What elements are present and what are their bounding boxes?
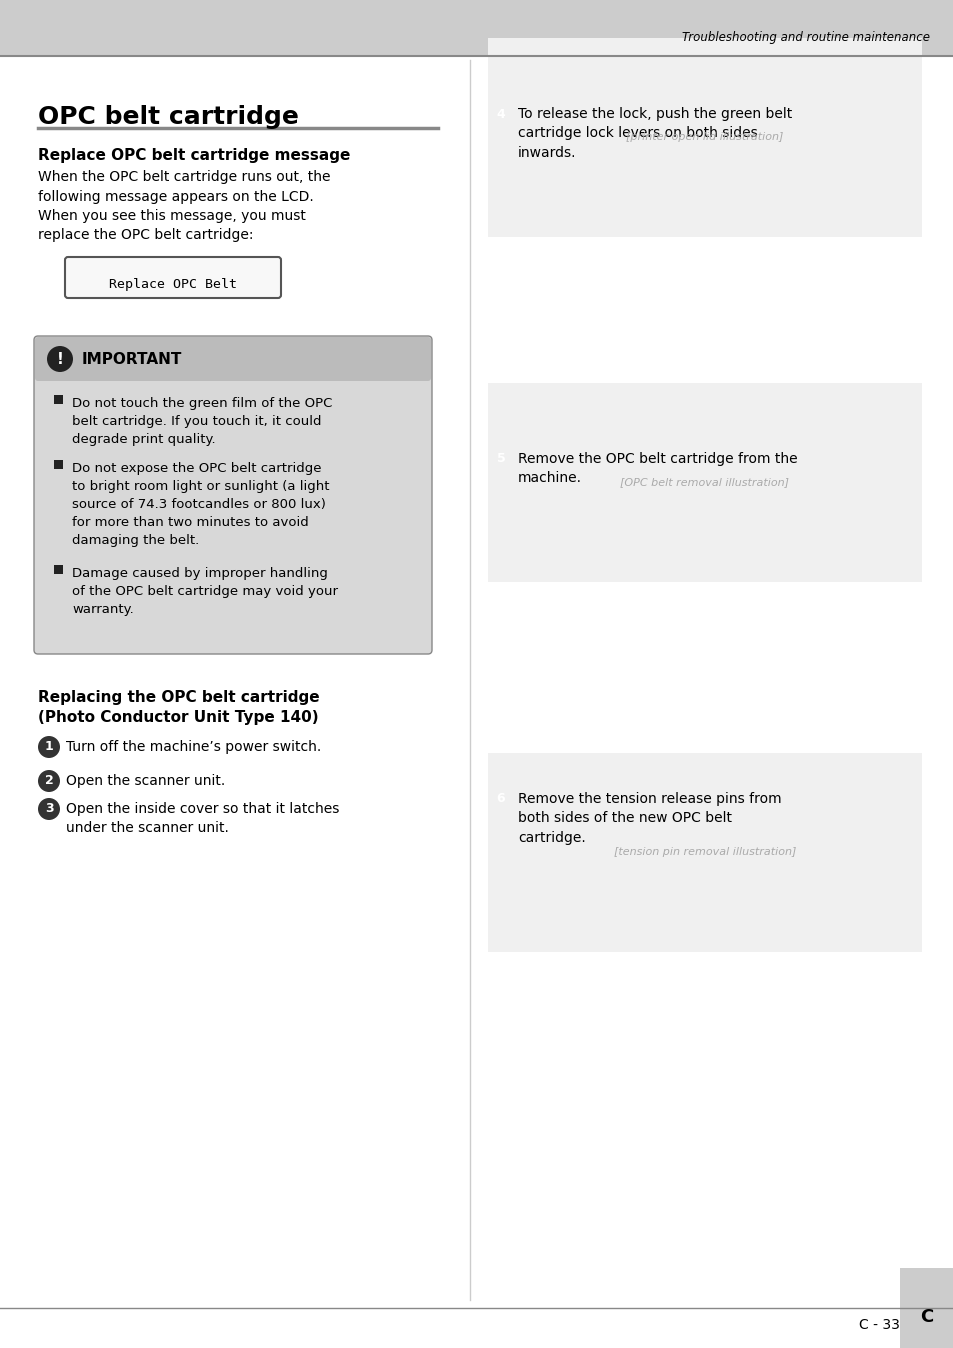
Text: C - 33: C - 33 <box>859 1318 899 1332</box>
Circle shape <box>47 346 73 372</box>
FancyBboxPatch shape <box>488 754 921 952</box>
Text: When the OPC belt cartridge runs out, the
following message appears on the LCD.
: When the OPC belt cartridge runs out, th… <box>38 170 330 243</box>
Text: [OPC belt removal illustration]: [OPC belt removal illustration] <box>619 477 789 487</box>
Text: Do not touch the green film of the OPC
belt cartridge. If you touch it, it could: Do not touch the green film of the OPC b… <box>71 398 332 446</box>
Circle shape <box>490 448 512 470</box>
Circle shape <box>38 798 60 820</box>
Bar <box>54 565 63 574</box>
Bar <box>54 460 63 469</box>
Text: 2: 2 <box>45 775 53 787</box>
Text: 4: 4 <box>497 108 505 120</box>
Circle shape <box>490 789 512 810</box>
Circle shape <box>38 770 60 793</box>
Text: Open the inside cover so that it latches
under the scanner unit.: Open the inside cover so that it latches… <box>66 802 339 836</box>
FancyBboxPatch shape <box>34 336 432 654</box>
Text: Replace OPC belt cartridge message: Replace OPC belt cartridge message <box>38 148 350 163</box>
Text: 3: 3 <box>45 802 53 816</box>
Text: [tension pin removal illustration]: [tension pin removal illustration] <box>613 847 796 857</box>
Text: Replacing the OPC belt cartridge
(Photo Conductor Unit Type 140): Replacing the OPC belt cartridge (Photo … <box>38 690 319 725</box>
Text: [printer open lid illustration]: [printer open lid illustration] <box>626 132 782 142</box>
Text: Turn off the machine’s power switch.: Turn off the machine’s power switch. <box>66 740 321 754</box>
Text: 5: 5 <box>497 453 505 465</box>
FancyBboxPatch shape <box>899 1268 953 1348</box>
Text: IMPORTANT: IMPORTANT <box>82 352 182 367</box>
Circle shape <box>490 102 512 125</box>
FancyBboxPatch shape <box>65 257 281 298</box>
Text: To release the lock, push the green belt
cartridge lock levers on both sides
inw: To release the lock, push the green belt… <box>517 106 791 160</box>
Text: Remove the OPC belt cartridge from the
machine.: Remove the OPC belt cartridge from the m… <box>517 452 797 485</box>
Text: Troubleshooting and routine maintenance: Troubleshooting and routine maintenance <box>681 31 929 43</box>
Text: Remove the tension release pins from
both sides of the new OPC belt
cartridge.: Remove the tension release pins from bot… <box>517 793 781 845</box>
Text: Do not expose the OPC belt cartridge
to bright room light or sunlight (a light
s: Do not expose the OPC belt cartridge to … <box>71 462 329 547</box>
FancyBboxPatch shape <box>488 383 921 582</box>
Text: Open the scanner unit.: Open the scanner unit. <box>66 774 225 789</box>
Text: OPC belt cartridge: OPC belt cartridge <box>38 105 298 129</box>
Text: 1: 1 <box>45 740 53 754</box>
FancyBboxPatch shape <box>488 38 921 237</box>
FancyBboxPatch shape <box>0 0 953 55</box>
FancyBboxPatch shape <box>35 337 431 381</box>
Text: C: C <box>920 1308 933 1326</box>
Text: 6: 6 <box>497 793 505 806</box>
Text: !: ! <box>56 352 63 367</box>
Text: Damage caused by improper handling
of the OPC belt cartridge may void your
warra: Damage caused by improper handling of th… <box>71 568 337 616</box>
Text: Replace OPC Belt: Replace OPC Belt <box>109 278 236 291</box>
Circle shape <box>38 736 60 758</box>
Bar <box>54 395 63 404</box>
